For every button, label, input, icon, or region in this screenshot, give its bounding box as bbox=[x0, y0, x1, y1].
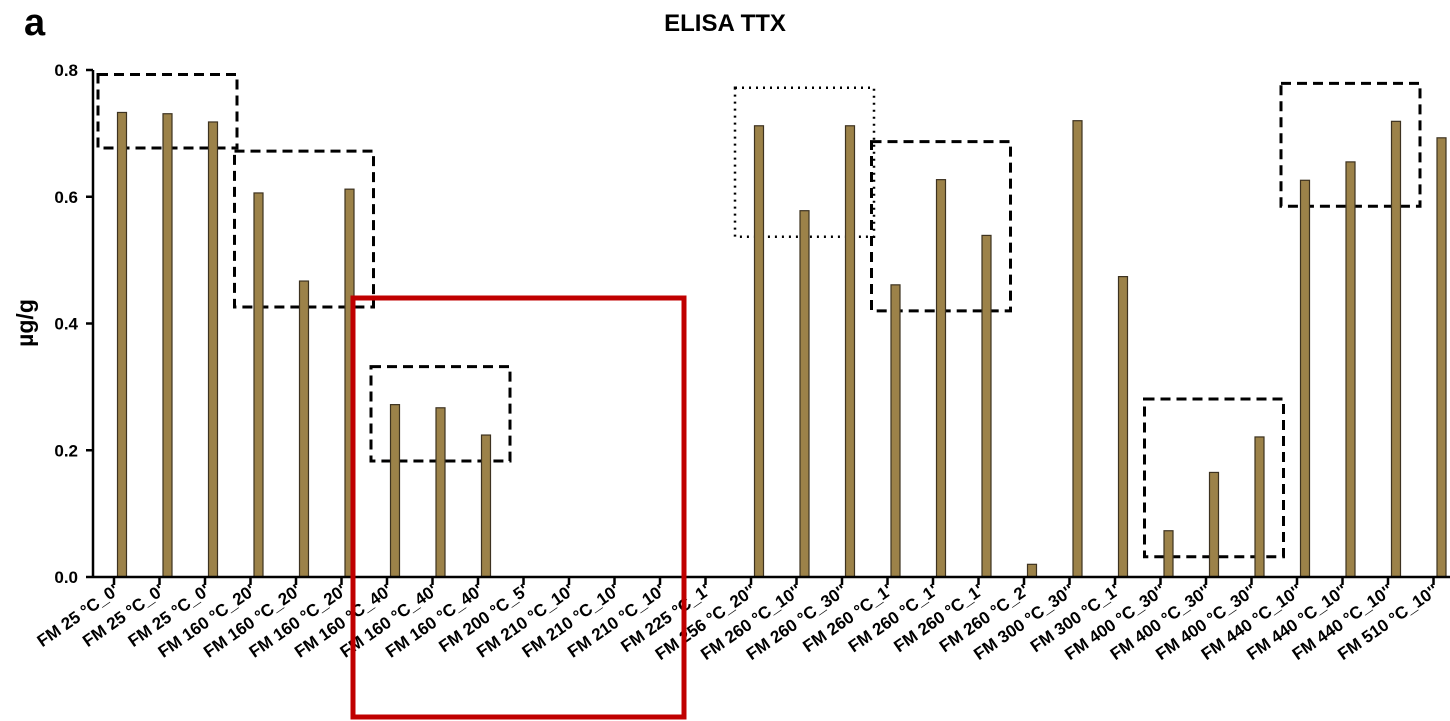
y-tick-label: 0.8 bbox=[54, 61, 78, 80]
bar bbox=[935, 179, 947, 578]
bar bbox=[844, 125, 856, 578]
y-tick-label: 0.0 bbox=[54, 568, 78, 587]
group-box bbox=[1143, 397, 1285, 559]
bar bbox=[435, 407, 446, 578]
bars bbox=[116, 111, 1447, 578]
bar bbox=[1163, 530, 1174, 578]
bar bbox=[253, 192, 264, 578]
bar bbox=[799, 210, 810, 578]
axes bbox=[91, 70, 1450, 579]
bar bbox=[753, 125, 765, 578]
panel-letter: a bbox=[24, 2, 46, 44]
group-box bbox=[1279, 81, 1422, 208]
bar bbox=[981, 234, 992, 578]
y-tick-label: 0.6 bbox=[54, 188, 78, 207]
bar bbox=[1436, 137, 1447, 578]
bar bbox=[890, 284, 901, 578]
bar bbox=[1208, 471, 1220, 578]
bar bbox=[162, 113, 173, 578]
bar bbox=[1299, 179, 1311, 578]
highlight-layer bbox=[350, 295, 687, 720]
bar bbox=[1390, 120, 1402, 578]
bar bbox=[207, 121, 219, 578]
y-tick-label: 0.2 bbox=[54, 441, 78, 460]
bar bbox=[480, 434, 492, 578]
bar bbox=[389, 404, 401, 578]
group-box bbox=[233, 149, 375, 309]
bar bbox=[1072, 120, 1083, 578]
y-axis-label: µg/g bbox=[12, 299, 38, 347]
y-tick-label: 0.4 bbox=[54, 315, 78, 334]
bar bbox=[116, 111, 128, 578]
group-box bbox=[96, 72, 239, 150]
highlight-box bbox=[350, 295, 687, 720]
x-ticks: FM 25 °C_0'FM 25 °C_0'FM 25 °C_0'FM 160 … bbox=[34, 577, 1442, 664]
bar bbox=[298, 280, 310, 578]
bar bbox=[1345, 161, 1356, 578]
y-ticks: 0.0 0.2 0.4 0.6 0.8 bbox=[54, 61, 93, 587]
bar bbox=[1026, 563, 1038, 578]
bar bbox=[1117, 276, 1129, 578]
bar bbox=[1254, 436, 1265, 578]
group-box bbox=[369, 365, 512, 463]
chart-title: ELISA TTX bbox=[664, 10, 786, 37]
